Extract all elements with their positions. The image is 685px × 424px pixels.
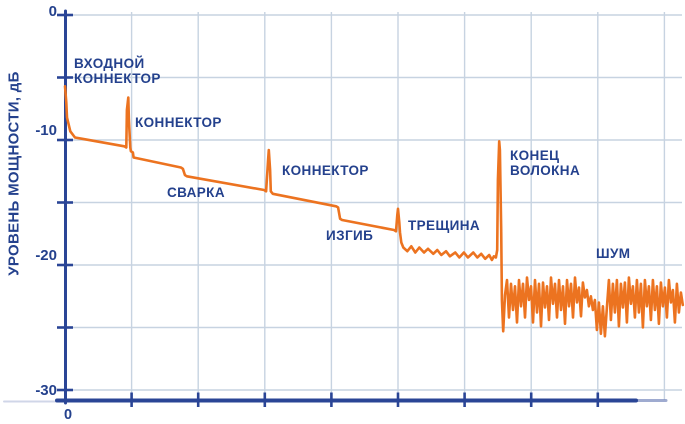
y-tick-label-30: -30 bbox=[35, 382, 57, 399]
gridlines bbox=[64, 12, 682, 400]
y-axis-title: УРОВЕНЬ МОЩНОСТИ, дБ bbox=[5, 71, 23, 276]
label-fiber-end: КОНЕЦ ВОЛОКНА bbox=[510, 148, 580, 178]
label-line: ШУМ bbox=[596, 246, 631, 261]
label-line: КОННЕКТОР bbox=[135, 115, 222, 130]
label-input-connector: ВХОДНОЙ КОННЕКТОР bbox=[74, 56, 161, 86]
label-splice: СВАРКА bbox=[167, 185, 225, 200]
label-crack: ТРЕЩИНА bbox=[408, 218, 480, 233]
axis-ticks bbox=[57, 13, 600, 407]
label-line: ВХОДНОЙ bbox=[74, 56, 145, 71]
label-bend: ИЗГИБ bbox=[326, 228, 373, 243]
label-line: КОННЕКТОР bbox=[74, 71, 161, 87]
y-tick-label-0: 0 bbox=[49, 3, 57, 20]
otdr-trace bbox=[63, 85, 685, 338]
label-noise: ШУМ bbox=[596, 246, 630, 261]
y-tick-label-10: -10 bbox=[35, 122, 57, 139]
label-line: КОНЕЦ bbox=[510, 148, 560, 163]
label-line: КОННЕКТОР bbox=[282, 163, 369, 178]
label-line: ИЗГИБ bbox=[326, 228, 374, 243]
y-tick-label-20: -20 bbox=[35, 247, 57, 264]
label-line: ВОЛОКНА bbox=[510, 163, 581, 179]
label-line: ТРЕЩИНА bbox=[408, 218, 481, 233]
label-line: СВАРКА bbox=[167, 185, 225, 200]
label-connector-3: КОННЕКТОР bbox=[282, 163, 369, 178]
x-tick-label-origin: 0 bbox=[64, 407, 72, 423]
label-connector-2: КОННЕКТОР bbox=[135, 115, 222, 130]
